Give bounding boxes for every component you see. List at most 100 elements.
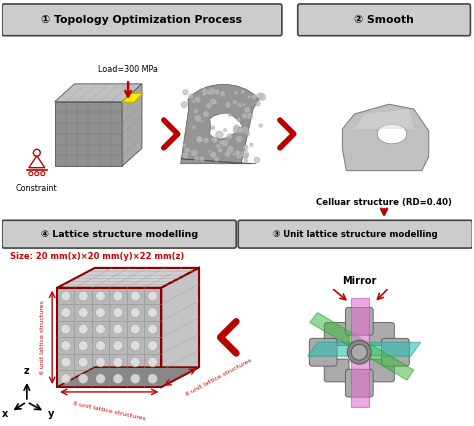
Circle shape (148, 341, 157, 351)
Circle shape (113, 374, 123, 383)
Circle shape (78, 341, 88, 351)
Circle shape (78, 291, 88, 301)
Circle shape (199, 156, 205, 162)
Circle shape (78, 357, 88, 367)
Circle shape (113, 324, 123, 334)
Circle shape (197, 137, 202, 143)
Circle shape (244, 158, 248, 162)
Circle shape (236, 135, 243, 143)
Circle shape (96, 374, 105, 383)
Polygon shape (57, 367, 199, 387)
Circle shape (61, 308, 71, 317)
Circle shape (113, 341, 123, 351)
Circle shape (182, 152, 189, 158)
Circle shape (227, 150, 230, 153)
Circle shape (223, 128, 227, 132)
Circle shape (254, 157, 260, 163)
Circle shape (208, 150, 211, 153)
Circle shape (130, 374, 140, 383)
Circle shape (148, 308, 157, 317)
Circle shape (237, 127, 244, 133)
Circle shape (221, 139, 228, 147)
Circle shape (232, 100, 237, 105)
Circle shape (192, 125, 196, 130)
Circle shape (190, 149, 198, 157)
FancyBboxPatch shape (346, 369, 373, 397)
Circle shape (237, 118, 241, 122)
FancyBboxPatch shape (2, 220, 236, 248)
Circle shape (227, 134, 233, 140)
Circle shape (243, 145, 248, 150)
Circle shape (233, 127, 240, 134)
Circle shape (61, 357, 71, 367)
Circle shape (61, 291, 71, 301)
FancyBboxPatch shape (346, 308, 373, 335)
Circle shape (255, 101, 260, 106)
Circle shape (259, 124, 263, 127)
Circle shape (78, 374, 88, 383)
Circle shape (130, 308, 140, 317)
Circle shape (235, 150, 240, 155)
Text: ① Topology Optimization Process: ① Topology Optimization Process (41, 15, 243, 25)
Circle shape (247, 95, 251, 99)
Circle shape (203, 111, 209, 117)
Circle shape (238, 127, 243, 131)
Polygon shape (57, 288, 161, 387)
Circle shape (211, 126, 215, 130)
Circle shape (235, 151, 243, 159)
Polygon shape (55, 102, 122, 166)
Circle shape (148, 291, 157, 301)
Polygon shape (57, 268, 199, 288)
Circle shape (96, 308, 105, 317)
Circle shape (78, 308, 88, 317)
Polygon shape (122, 93, 143, 102)
Circle shape (61, 374, 71, 383)
Circle shape (194, 96, 201, 103)
Circle shape (242, 113, 247, 118)
Circle shape (203, 137, 209, 144)
Polygon shape (354, 109, 414, 129)
Text: Constraint: Constraint (16, 184, 58, 193)
Circle shape (189, 94, 194, 99)
Polygon shape (122, 84, 142, 166)
Circle shape (61, 324, 71, 334)
Circle shape (240, 89, 245, 94)
Circle shape (96, 341, 105, 351)
Circle shape (219, 91, 226, 97)
Circle shape (246, 132, 250, 136)
Circle shape (211, 137, 217, 143)
FancyBboxPatch shape (382, 338, 409, 366)
Circle shape (96, 291, 105, 301)
Polygon shape (55, 84, 142, 102)
Polygon shape (308, 343, 421, 356)
Circle shape (148, 357, 157, 367)
Circle shape (130, 341, 140, 351)
Circle shape (219, 140, 224, 145)
Text: Mirror: Mirror (342, 276, 376, 286)
Text: Load=300 MPa: Load=300 MPa (98, 66, 158, 75)
Circle shape (227, 138, 229, 141)
Circle shape (210, 98, 217, 105)
FancyBboxPatch shape (324, 322, 349, 345)
Polygon shape (210, 113, 242, 139)
Text: Size: 20 mm(x)×20 mm(y)×22 mm(z): Size: 20 mm(x)×20 mm(y)×22 mm(z) (10, 252, 184, 261)
Circle shape (259, 94, 266, 101)
Polygon shape (351, 298, 369, 407)
Text: ② Smooth: ② Smooth (354, 15, 414, 25)
FancyBboxPatch shape (370, 322, 394, 345)
Circle shape (244, 106, 251, 113)
Circle shape (210, 154, 214, 157)
Text: 6 unit lattice structures: 6 unit lattice structures (40, 300, 45, 374)
Circle shape (202, 92, 207, 96)
Circle shape (257, 93, 263, 99)
Circle shape (96, 357, 105, 367)
Circle shape (206, 103, 212, 109)
Circle shape (201, 88, 208, 95)
Circle shape (148, 324, 157, 334)
Circle shape (61, 341, 71, 351)
Circle shape (193, 109, 198, 114)
Circle shape (194, 156, 199, 161)
Circle shape (210, 152, 217, 158)
Circle shape (130, 291, 140, 301)
FancyBboxPatch shape (298, 4, 470, 36)
